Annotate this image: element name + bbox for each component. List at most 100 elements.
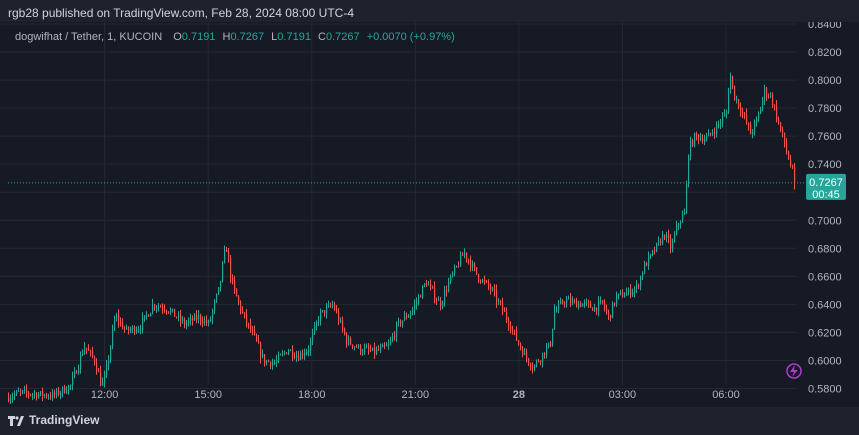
- candle-body: [154, 304, 156, 308]
- candle-body: [264, 354, 266, 364]
- ohlc-legend: dogwifhat / Tether, 1, KUCOIN O0.7191 H0…: [15, 31, 459, 43]
- candle-body: [352, 344, 354, 348]
- candle-body: [574, 300, 576, 302]
- candle-body: [34, 393, 36, 395]
- last-price-value: 0.7267: [809, 177, 843, 189]
- candle-body: [182, 319, 184, 321]
- candle-body: [380, 347, 382, 351]
- candle-body: [64, 387, 66, 393]
- candle-body: [502, 302, 504, 311]
- candle-body: [730, 76, 732, 94]
- candle-body: [422, 285, 424, 298]
- candle-body: [654, 250, 656, 252]
- candle-body: [546, 347, 548, 356]
- candle-body: [16, 391, 18, 395]
- candle-body: [180, 315, 182, 321]
- candle-body: [72, 376, 74, 386]
- chart-area[interactable]: 0.8400 0.8200 0.8000 0.7800 0.7600 0.7400 0.72…: [0, 22, 859, 407]
- candle-body: [342, 320, 344, 329]
- high-label: H: [222, 31, 231, 43]
- candle-body: [234, 280, 236, 289]
- candle-body: [760, 108, 762, 114]
- candle-body: [454, 266, 456, 274]
- candle-body: [708, 132, 710, 137]
- candle-body: [462, 254, 464, 256]
- candle-body: [706, 136, 708, 140]
- candle-body: [230, 257, 232, 278]
- candle-body: [288, 350, 290, 355]
- footer-brand[interactable]: TradingView: [8, 413, 99, 427]
- candle-body: [668, 235, 670, 239]
- candle-body: [410, 313, 412, 316]
- candle-body: [362, 352, 364, 354]
- candle-body: [740, 106, 742, 113]
- candle-body: [666, 235, 668, 238]
- candle-body: [272, 363, 274, 366]
- candle-body: [328, 304, 330, 307]
- candle-body: [188, 320, 190, 324]
- candle-body: [578, 303, 580, 308]
- candle-body: [258, 341, 260, 344]
- candle-body: [244, 312, 246, 315]
- price-chart-svg[interactable]: 0.8400 0.8200 0.8000 0.7800 0.7600 0.7400 0.72…: [0, 22, 859, 407]
- close-label: C: [318, 31, 326, 43]
- candle-body: [612, 302, 614, 319]
- close-value: 0.7267: [325, 31, 360, 43]
- candle-body: [470, 260, 472, 268]
- candle-body: [300, 353, 302, 361]
- lightning-bolt-icon[interactable]: [786, 363, 802, 379]
- candle-body: [562, 301, 564, 304]
- candle-body: [460, 254, 462, 267]
- candle-body: [156, 307, 158, 309]
- candle-body: [496, 290, 498, 302]
- candle-body: [534, 365, 536, 370]
- candle-body: [746, 115, 748, 124]
- candle-body: [690, 140, 692, 157]
- candle-body: [724, 113, 726, 117]
- candle-body: [548, 342, 550, 348]
- candle-body: [360, 345, 362, 353]
- candle-body: [232, 277, 234, 281]
- candle-body: [382, 344, 384, 348]
- candle-body: [370, 349, 372, 351]
- candle-body: [664, 234, 666, 238]
- candle-body: [118, 315, 120, 322]
- candle-body: [322, 310, 324, 312]
- candle-body: [270, 361, 272, 366]
- candle-body: [326, 306, 328, 314]
- candle-body: [158, 306, 160, 308]
- candle-body: [278, 355, 280, 361]
- candle-body: [96, 362, 98, 371]
- candle-body: [340, 320, 342, 322]
- candle-body: [136, 330, 138, 333]
- candle-body: [358, 345, 360, 348]
- plot-background: [0, 22, 859, 407]
- candle-body: [228, 251, 230, 258]
- candle-body: [582, 303, 584, 307]
- candle-body: [436, 300, 438, 302]
- candle-body: [208, 320, 210, 323]
- candle-body: [66, 391, 68, 393]
- candle-body: [520, 343, 522, 349]
- last-price-tag[interactable]: [806, 173, 846, 200]
- y-tick-label: 0.7800: [808, 103, 842, 115]
- candle-body: [80, 354, 82, 369]
- candle-body: [592, 307, 594, 311]
- candle-body: [316, 322, 318, 326]
- candle-body: [32, 394, 34, 396]
- x-tick-label: 03:00: [609, 389, 637, 401]
- candle-body: [478, 274, 480, 281]
- candle-body: [726, 111, 728, 114]
- candle-body: [432, 285, 434, 288]
- candle-body: [628, 288, 630, 293]
- candle-body: [280, 354, 282, 356]
- y-tick-label: 0.6600: [808, 271, 842, 283]
- candle-body: [110, 346, 112, 360]
- candle-body: [240, 301, 242, 311]
- candle-body: [266, 360, 268, 364]
- candle-body: [634, 288, 636, 293]
- candle-body: [186, 323, 188, 326]
- candle-body: [50, 396, 52, 398]
- candle-body: [670, 238, 672, 249]
- y-tick-label: 0.8000: [808, 75, 842, 87]
